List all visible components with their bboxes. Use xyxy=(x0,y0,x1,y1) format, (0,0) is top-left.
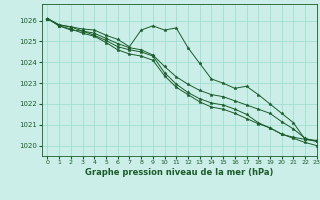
X-axis label: Graphe pression niveau de la mer (hPa): Graphe pression niveau de la mer (hPa) xyxy=(85,168,273,177)
